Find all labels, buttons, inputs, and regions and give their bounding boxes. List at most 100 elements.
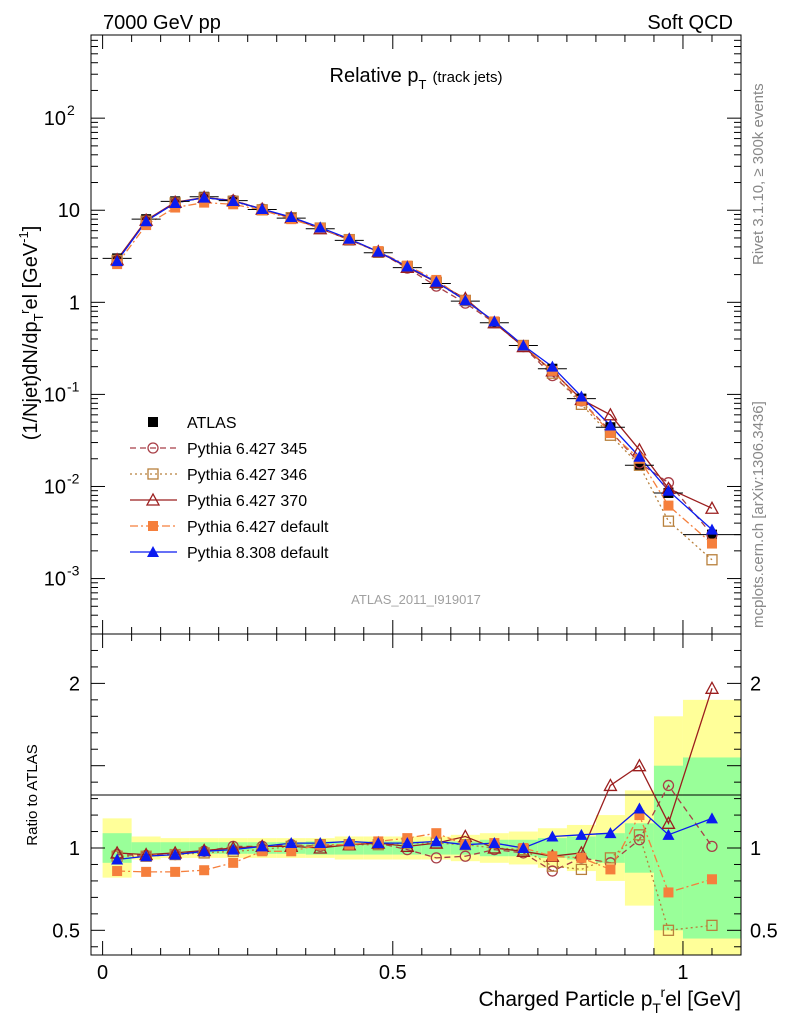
- ratio-point-s2-19: [661, 815, 676, 829]
- ratio-point-s0-20: [706, 840, 718, 853]
- ratio-point-s1-19: [662, 924, 675, 936]
- main-point-s5-0: [111, 255, 124, 267]
- main-point-s4-20: [706, 538, 717, 549]
- main-point-s5-13: [488, 315, 501, 327]
- main-point-s4-17: [605, 428, 616, 439]
- main-ytick-label-1: 10: [44, 476, 66, 498]
- legend-label-2: Pythia 6.427 346: [187, 467, 307, 484]
- main-point-s5-10: [401, 260, 414, 272]
- main-ytick-label-4: 10: [58, 200, 80, 222]
- main-point-s5-17: [604, 419, 617, 431]
- ratio-ytick-label-1: 1: [69, 838, 80, 860]
- ratio-point-s3-18: [634, 810, 645, 821]
- ratio-point-s0-11: [430, 852, 442, 864]
- legend-marker-3: [145, 492, 161, 506]
- legend-label-4: Pythia 6.427 default: [187, 519, 329, 536]
- legend-marker-2: [147, 468, 159, 480]
- ratio-point-s4-19: [662, 828, 675, 840]
- ratio-ytick-label-2: 2: [69, 673, 80, 695]
- ratio-point-s3-2: [170, 866, 181, 877]
- ratio-point-s0-12: [459, 850, 471, 862]
- ratio-point-s4-12: [459, 838, 472, 850]
- main-point-s5-11: [430, 275, 443, 287]
- main-ytick-label-2: 10: [44, 384, 66, 406]
- xtick-label-2: 1: [677, 962, 688, 984]
- main-point-s5-19: [662, 484, 675, 496]
- main-point-s5-15: [546, 360, 559, 372]
- ratio-plot-frame: [90, 633, 742, 956]
- legend-marker-4: [148, 521, 158, 531]
- ratio-point-s4-14: [517, 842, 530, 853]
- ratio-point-s2-20: [704, 680, 720, 694]
- legend-label-5: Pythia 8.308 default: [187, 545, 329, 562]
- main-point-s0-20: [706, 529, 717, 540]
- main-point-s5-16: [575, 390, 588, 402]
- ratio-stat-band-18: [624, 823, 654, 873]
- legend-label-0: ATLAS: [187, 415, 237, 432]
- main-point-s5-5: [256, 203, 269, 215]
- main-point-s5-6: [285, 210, 298, 222]
- ratio-point-s4-1: [140, 850, 153, 862]
- main-point-s5-3: [198, 191, 211, 203]
- ratio-point-s3-19: [663, 887, 674, 898]
- legend: ATLAS Pythia 6.427 345 Pythia 6.427 346 Pyt…: [130, 415, 329, 562]
- ratio-axis-ticks: 0.5 0.5 1 1 2 2 0 0.5 1: [52, 634, 778, 984]
- ratio-y-axis-label: Ratio to ATLAS: [24, 744, 41, 845]
- ratio-point-s3-15: [547, 851, 558, 862]
- legend-marker-1: [147, 442, 159, 454]
- main-ytick-exp-5: 2: [67, 102, 75, 118]
- main-point-s5-18: [633, 450, 646, 462]
- legend-marker-0: [148, 417, 158, 427]
- legend-label-3: Pythia 6.427 370: [187, 493, 307, 510]
- ratio-point-s2-18: [632, 758, 647, 772]
- ratio-point-s3-4: [228, 857, 239, 868]
- ratio-point-s1-20: [706, 919, 718, 932]
- main-y-axis-label: (1/Njet)dN/dpTrel [GeV-1]: [16, 226, 46, 441]
- main-point-s4-19: [663, 500, 674, 511]
- xtick-label-0: 0: [97, 962, 108, 984]
- xtick-label-1: 0.5: [379, 962, 407, 984]
- ratio-stat-band-15: [537, 838, 567, 858]
- main-point-s5-7: [314, 221, 327, 233]
- ratio-uncertainty-bands: [102, 699, 741, 955]
- main-point-s5-2: [169, 196, 182, 208]
- main-ytick-label-5: 10: [44, 108, 66, 130]
- ratio-point-s4-13: [488, 837, 501, 849]
- ratio-point-s1-17: [604, 852, 617, 864]
- ratio-ytick-label-0: 0.5: [52, 920, 80, 942]
- main-ytick-label-0: 10: [44, 569, 66, 591]
- ratio-point-s1-16: [575, 863, 588, 876]
- main-title: Relative pT (track jets): [330, 65, 503, 92]
- ratio-ytick-label-right-1: 1: [750, 838, 761, 860]
- main-point-s0-18: [634, 460, 645, 471]
- ratio-point-s1-18: [633, 829, 646, 841]
- ratio-point-s4-9: [372, 837, 385, 849]
- ratio-point-s3-16: [576, 852, 587, 863]
- rivet-version-label: Rivet 3.1.10, ≥ 300k events: [750, 83, 767, 265]
- ratio-point-s4-18: [633, 802, 646, 814]
- ratio-ytick-label-right-2: 2: [750, 673, 761, 695]
- ratio-point-s4-0: [111, 853, 124, 865]
- analysis-watermark: ATLAS_2011_I919017: [351, 592, 481, 607]
- main-point-s2-19: [662, 515, 675, 527]
- ratio-point-s4-2: [169, 848, 182, 860]
- ratio-point-s3-6: [286, 846, 297, 857]
- ratio-point-s4-16: [575, 828, 588, 840]
- mcplots-label: mcplots.cern.ch [arXiv:1306.3436]: [750, 401, 767, 628]
- main-point-s5-1: [140, 215, 153, 227]
- ratio-point-s3-17: [605, 864, 616, 875]
- ratio-point-s3-1: [141, 866, 152, 877]
- ratio-point-s2-17: [603, 778, 618, 792]
- ratio-point-s0-19: [662, 779, 675, 792]
- ratio-point-s4-10: [401, 837, 414, 849]
- ratio-point-s4-7: [314, 837, 327, 849]
- ratio-point-s3-0: [112, 866, 123, 877]
- main-ytick-exp-1: -2: [67, 470, 80, 486]
- ratio-series-markers: [110, 680, 720, 936]
- main-ytick-label-3: 1: [69, 292, 80, 314]
- main-point-s5-14: [517, 339, 530, 351]
- main-point-s3-20: [704, 500, 720, 514]
- main-point-s5-12: [459, 294, 472, 306]
